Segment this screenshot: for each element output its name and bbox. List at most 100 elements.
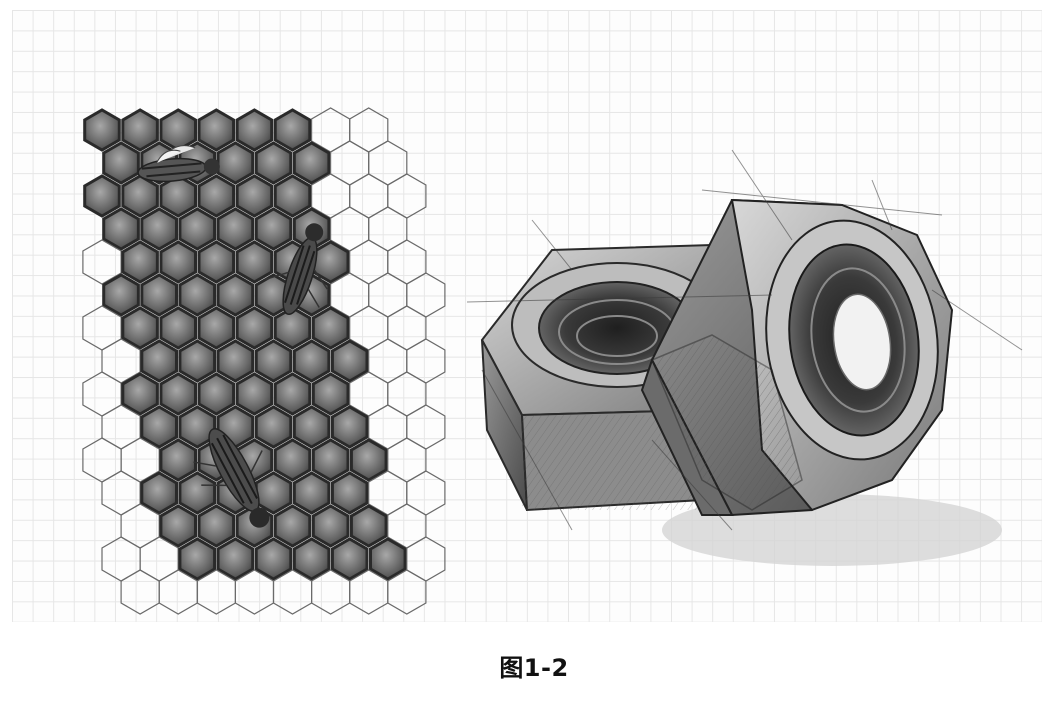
honeycomb-cell bbox=[197, 108, 236, 152]
honeycomb-cell bbox=[235, 108, 274, 152]
honeycomb-cell bbox=[102, 207, 140, 251]
honeycomb-outline-cell bbox=[387, 569, 427, 615]
honeycomb-cell bbox=[235, 240, 274, 284]
honeycomb-cell bbox=[349, 438, 388, 482]
honeycomb-outline-cell bbox=[406, 404, 446, 450]
honeycomb-cell bbox=[159, 504, 197, 548]
figure-caption: 图1-2 bbox=[499, 654, 569, 682]
honeycomb-outline-cell bbox=[82, 239, 122, 285]
honeycomb-cell bbox=[140, 339, 178, 383]
honeycomb-cell bbox=[197, 240, 236, 284]
honeycomb-cell bbox=[349, 504, 388, 548]
honeycomb-outline-cell bbox=[406, 272, 446, 318]
honeycomb-outline-cell bbox=[387, 437, 427, 483]
honeycomb-outline-cell bbox=[349, 107, 389, 153]
honeycomb-cell bbox=[216, 537, 255, 581]
honeycomb-cell bbox=[273, 306, 312, 350]
honeycomb-cell bbox=[216, 339, 255, 383]
honeycomb-outline-cell bbox=[387, 371, 427, 417]
honeycomb-cell bbox=[102, 273, 140, 317]
honeycomb-cell bbox=[235, 372, 274, 416]
honeycomb-outline-cell bbox=[406, 470, 446, 516]
honeycomb-cell bbox=[159, 306, 197, 350]
honeycomb-cell bbox=[369, 537, 407, 581]
honeycomb-cell bbox=[197, 504, 236, 548]
honeycomb-outline-cell bbox=[349, 173, 389, 219]
honeycomb-cell bbox=[311, 504, 350, 548]
honeycomb-cell bbox=[216, 207, 255, 251]
honeycomb-outline-cell bbox=[368, 206, 408, 252]
bee-top bbox=[137, 145, 220, 183]
bee-middle bbox=[265, 223, 328, 315]
honeycomb-cell bbox=[197, 174, 236, 218]
hex-nuts-drawing bbox=[466, 149, 1023, 566]
honeycomb-cell bbox=[330, 339, 369, 383]
honeycomb-outline-cell bbox=[349, 239, 389, 285]
honeycomb-cell bbox=[216, 141, 255, 185]
honeycomb-outline-cell bbox=[387, 305, 427, 351]
honeycomb-cell bbox=[140, 405, 178, 449]
hex-nut-right bbox=[640, 198, 954, 517]
honeycomb-outline-cell bbox=[368, 272, 408, 318]
honeycomb-cell bbox=[311, 372, 350, 416]
honeycomb-cell bbox=[216, 273, 255, 317]
honeycomb-outline-cell bbox=[330, 140, 370, 186]
honeycomb-cell bbox=[254, 141, 293, 185]
honeycomb-cell bbox=[121, 174, 159, 218]
construction-lines bbox=[466, 149, 1023, 531]
honeycomb-cell bbox=[311, 438, 350, 482]
honeycomb-outline-cell bbox=[82, 437, 122, 483]
honeycomb-outline-cell bbox=[101, 536, 141, 582]
honeycomb-cell bbox=[273, 438, 312, 482]
honeycomb-cell bbox=[121, 108, 159, 152]
honeycomb-outline-cell bbox=[406, 338, 446, 384]
honeycomb-outline-cell bbox=[120, 569, 160, 615]
honeycomb-cell bbox=[330, 537, 369, 581]
honeycomb-cell bbox=[197, 306, 236, 350]
honeycomb-cell bbox=[121, 372, 159, 416]
honeycomb-outline-cell bbox=[101, 470, 141, 516]
honeycomb-cell bbox=[235, 174, 274, 218]
honeycomb-cell bbox=[140, 273, 178, 317]
honeycomb-cell bbox=[292, 405, 331, 449]
honeycomb-cell bbox=[254, 471, 293, 515]
honeycomb-cell bbox=[273, 108, 312, 152]
honeycomb-cell bbox=[121, 306, 159, 350]
honeycomb-outline-cell bbox=[368, 338, 408, 384]
honeycomb-cell bbox=[178, 537, 217, 581]
honeycomb-cell bbox=[330, 405, 369, 449]
honeycomb-cell bbox=[159, 438, 197, 482]
honeycomb-outline-cell bbox=[387, 239, 427, 285]
honeycomb-cell bbox=[178, 207, 217, 251]
honeycomb-cell bbox=[292, 471, 331, 515]
honeycomb-cell bbox=[254, 207, 293, 251]
honeycomb-cell bbox=[292, 141, 331, 185]
sketch-illustration-panel bbox=[12, 10, 1042, 622]
honeycomb-cell bbox=[273, 504, 312, 548]
honeycomb-drawing bbox=[82, 107, 446, 615]
honeycomb-cell bbox=[140, 207, 178, 251]
honeycomb-cell bbox=[254, 537, 293, 581]
honeycomb-cell bbox=[235, 306, 274, 350]
honeycomb-cell bbox=[330, 471, 369, 515]
honeycomb-cell bbox=[254, 339, 293, 383]
honeycomb-outline-cell bbox=[368, 140, 408, 186]
honeycomb-cell bbox=[273, 372, 312, 416]
honeycomb-outline-cell bbox=[387, 173, 427, 219]
honeycomb-cell bbox=[273, 174, 312, 218]
honeycomb-cell bbox=[178, 471, 217, 515]
honeycomb-cell bbox=[197, 372, 236, 416]
sketch-canvas bbox=[82, 107, 1023, 615]
honeycomb-cell bbox=[159, 240, 197, 284]
honeycomb-cell bbox=[159, 108, 197, 152]
honeycomb-cell bbox=[83, 108, 121, 152]
honeycomb-cell bbox=[140, 471, 178, 515]
honeycomb-cell bbox=[83, 174, 121, 218]
honeycomb-outline-cell bbox=[406, 536, 446, 582]
bee-bottom bbox=[193, 428, 270, 528]
honeycomb-cell bbox=[311, 306, 350, 350]
honeycomb-cell bbox=[102, 141, 140, 185]
honeycomb-cell bbox=[292, 537, 331, 581]
honeycomb-cell bbox=[178, 273, 217, 317]
honeycomb-cell bbox=[254, 405, 293, 449]
